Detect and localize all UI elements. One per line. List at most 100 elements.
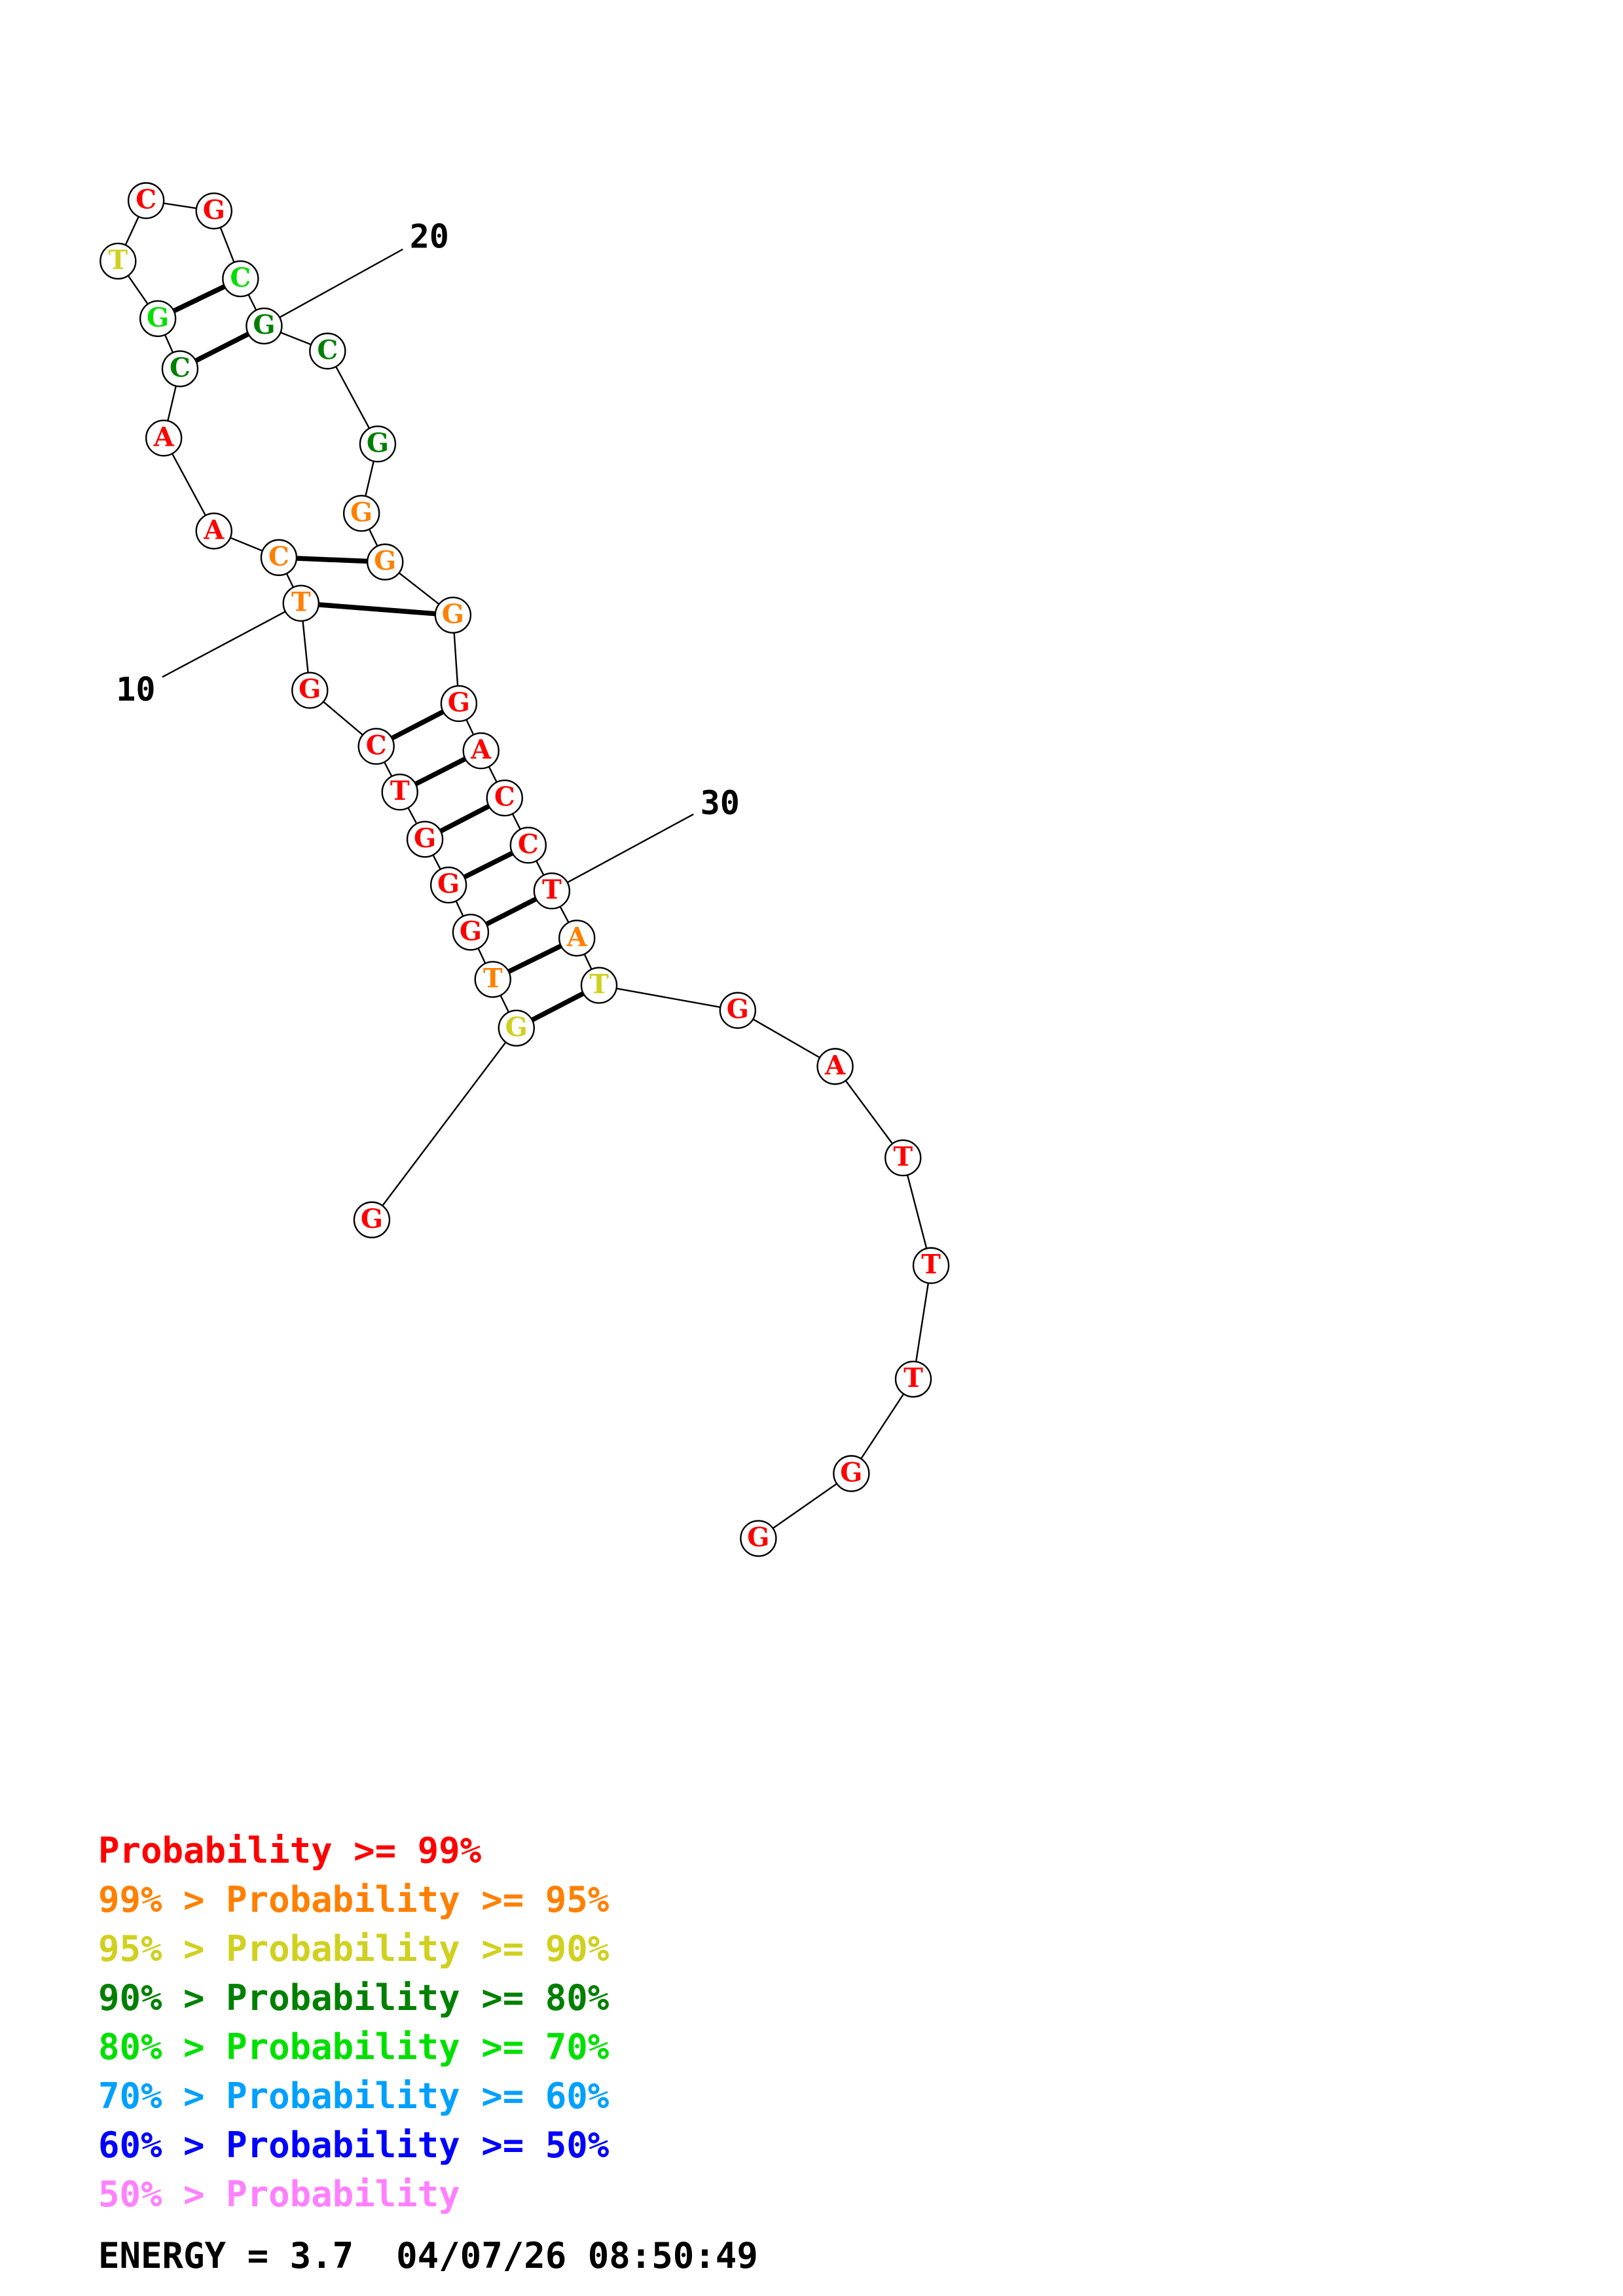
nucleotide: A	[558, 920, 596, 957]
nucleotide-base: C	[230, 262, 251, 293]
nucleotide: T	[580, 967, 618, 1004]
base-pair-lines	[156, 276, 600, 1031]
nucleotide: T	[884, 1139, 922, 1177]
legend-row: Probability >= 99%	[98, 1826, 609, 1875]
nucleotide-base: G	[437, 869, 460, 899]
nucleotide: T	[282, 584, 319, 622]
nucleotide-base: G	[460, 916, 482, 946]
nucleotide-base: C	[268, 541, 289, 572]
nucleotide-circle	[434, 596, 472, 634]
nucleotide: T	[533, 872, 571, 910]
nucleotide-base: A	[566, 922, 588, 952]
backbone-segment	[598, 984, 739, 1011]
nucleotide-circle	[342, 495, 380, 532]
nucleotide-circle	[486, 780, 523, 817]
legend-prefix: 60% >	[98, 2125, 227, 2166]
nucleotide-base: G	[374, 546, 396, 577]
nucleotide-base: T	[589, 969, 609, 999]
nucleotide-circle	[260, 539, 298, 577]
nucleotide-circle	[833, 1455, 870, 1492]
nucleotide-circle	[222, 260, 259, 298]
nucleotide-base: G	[299, 674, 321, 705]
nucleotide-circle	[161, 350, 199, 387]
nucleotide-circle	[246, 307, 283, 345]
nucleotide-circle	[452, 914, 490, 951]
nucleotide-circle	[406, 821, 444, 858]
nucleotide-circle	[533, 872, 571, 910]
nucleotide: G	[719, 992, 757, 1029]
position-label: 20	[410, 218, 449, 256]
backbone-segment	[737, 1009, 836, 1067]
nucleotide-circle	[498, 1009, 535, 1047]
nucleotide-base: G	[350, 497, 373, 528]
legend-prefix: 70% >	[98, 2075, 227, 2117]
probability-legend: Probability >= 99% 99% > Probability >= …	[98, 1826, 609, 2219]
nucleotide-base: G	[727, 994, 749, 1025]
nucleotide: C	[357, 728, 395, 765]
position-label-leader	[551, 813, 694, 892]
nucleotide-base: T	[108, 245, 128, 276]
nucleotide-circle	[366, 543, 404, 581]
nucleotide: T	[894, 1360, 932, 1398]
position-label-leader	[263, 248, 403, 327]
energy-footer: ENERGY = 3.7 04/07/26 08:50:49	[98, 2235, 758, 2276]
nucleotide-base: G	[361, 1204, 383, 1234]
nucleotide-base: G	[442, 599, 464, 630]
nucleotide-base: A	[203, 514, 225, 545]
nucleotide: G	[498, 1009, 535, 1047]
nucleotide-circle	[353, 1201, 391, 1238]
position-label: 30	[701, 784, 740, 822]
nucleotide: G	[246, 307, 283, 345]
nucleotide: G	[434, 596, 472, 634]
nucleotide-base: A	[824, 1050, 846, 1081]
nucleotide-circle	[740, 1520, 777, 1557]
legend-text: Probability >= 80%	[226, 1977, 610, 2018]
nucleotide-circle	[195, 512, 232, 550]
legend-row: 90% > Probability >= 80%	[98, 1973, 609, 2022]
legend-row: 80% > Probability >= 70%	[98, 2022, 609, 2072]
nucleotide: G	[291, 672, 329, 709]
nucleotide-base: C	[494, 781, 515, 812]
legend-row: 60% > Probability >= 50%	[98, 2121, 609, 2170]
legend-text: Probability >= 70%	[226, 2026, 610, 2068]
legend-text: Probability >= 90%	[226, 1928, 610, 1969]
nucleotide: T	[381, 774, 418, 811]
nucleotide-base: T	[483, 963, 503, 994]
nucleotide-circle	[429, 866, 467, 904]
nucleotide-circle	[440, 685, 478, 723]
legend-text: Probability	[226, 2174, 460, 2215]
nucleotide-circle	[145, 420, 183, 457]
position-label: 10	[116, 670, 155, 708]
nucleotide: G	[440, 685, 478, 723]
nucleotide: G	[139, 300, 177, 337]
nucleotide: G	[740, 1520, 777, 1557]
legend-row: 70% > Probability >= 60%	[98, 2072, 609, 2121]
nucleotide: C	[509, 827, 547, 864]
nucleotide: G	[342, 495, 380, 532]
nucleotide-base: C	[170, 352, 191, 383]
nucleotide: G	[366, 543, 404, 581]
backbone-segment	[902, 1157, 932, 1266]
nucleotide: T	[100, 242, 137, 280]
nucleotide-circle	[912, 1247, 950, 1284]
legend-text: Probability >= 95%	[226, 1879, 610, 1920]
nucleotide: G	[353, 1201, 391, 1238]
backbone-lines	[117, 200, 932, 1539]
nucleotide: C	[222, 260, 259, 298]
nucleotide-base: T	[903, 1363, 923, 1393]
legend-row: 50% > Probability	[98, 2170, 609, 2219]
nucleotide-base: G	[147, 302, 169, 333]
nucleotide: C	[161, 350, 199, 387]
nucleotide-base: T	[291, 587, 311, 618]
nucleotide-circle	[474, 961, 511, 998]
nucleotide-circle	[195, 192, 232, 230]
position-label-leader	[162, 602, 302, 678]
nucleotide: T	[912, 1247, 950, 1284]
nucleotide-circle	[558, 920, 596, 957]
backbone-segment	[757, 1473, 852, 1539]
nucleotide-base: C	[317, 334, 338, 365]
nucleotide-base: T	[542, 874, 562, 905]
nucleotide-circle	[884, 1139, 922, 1177]
